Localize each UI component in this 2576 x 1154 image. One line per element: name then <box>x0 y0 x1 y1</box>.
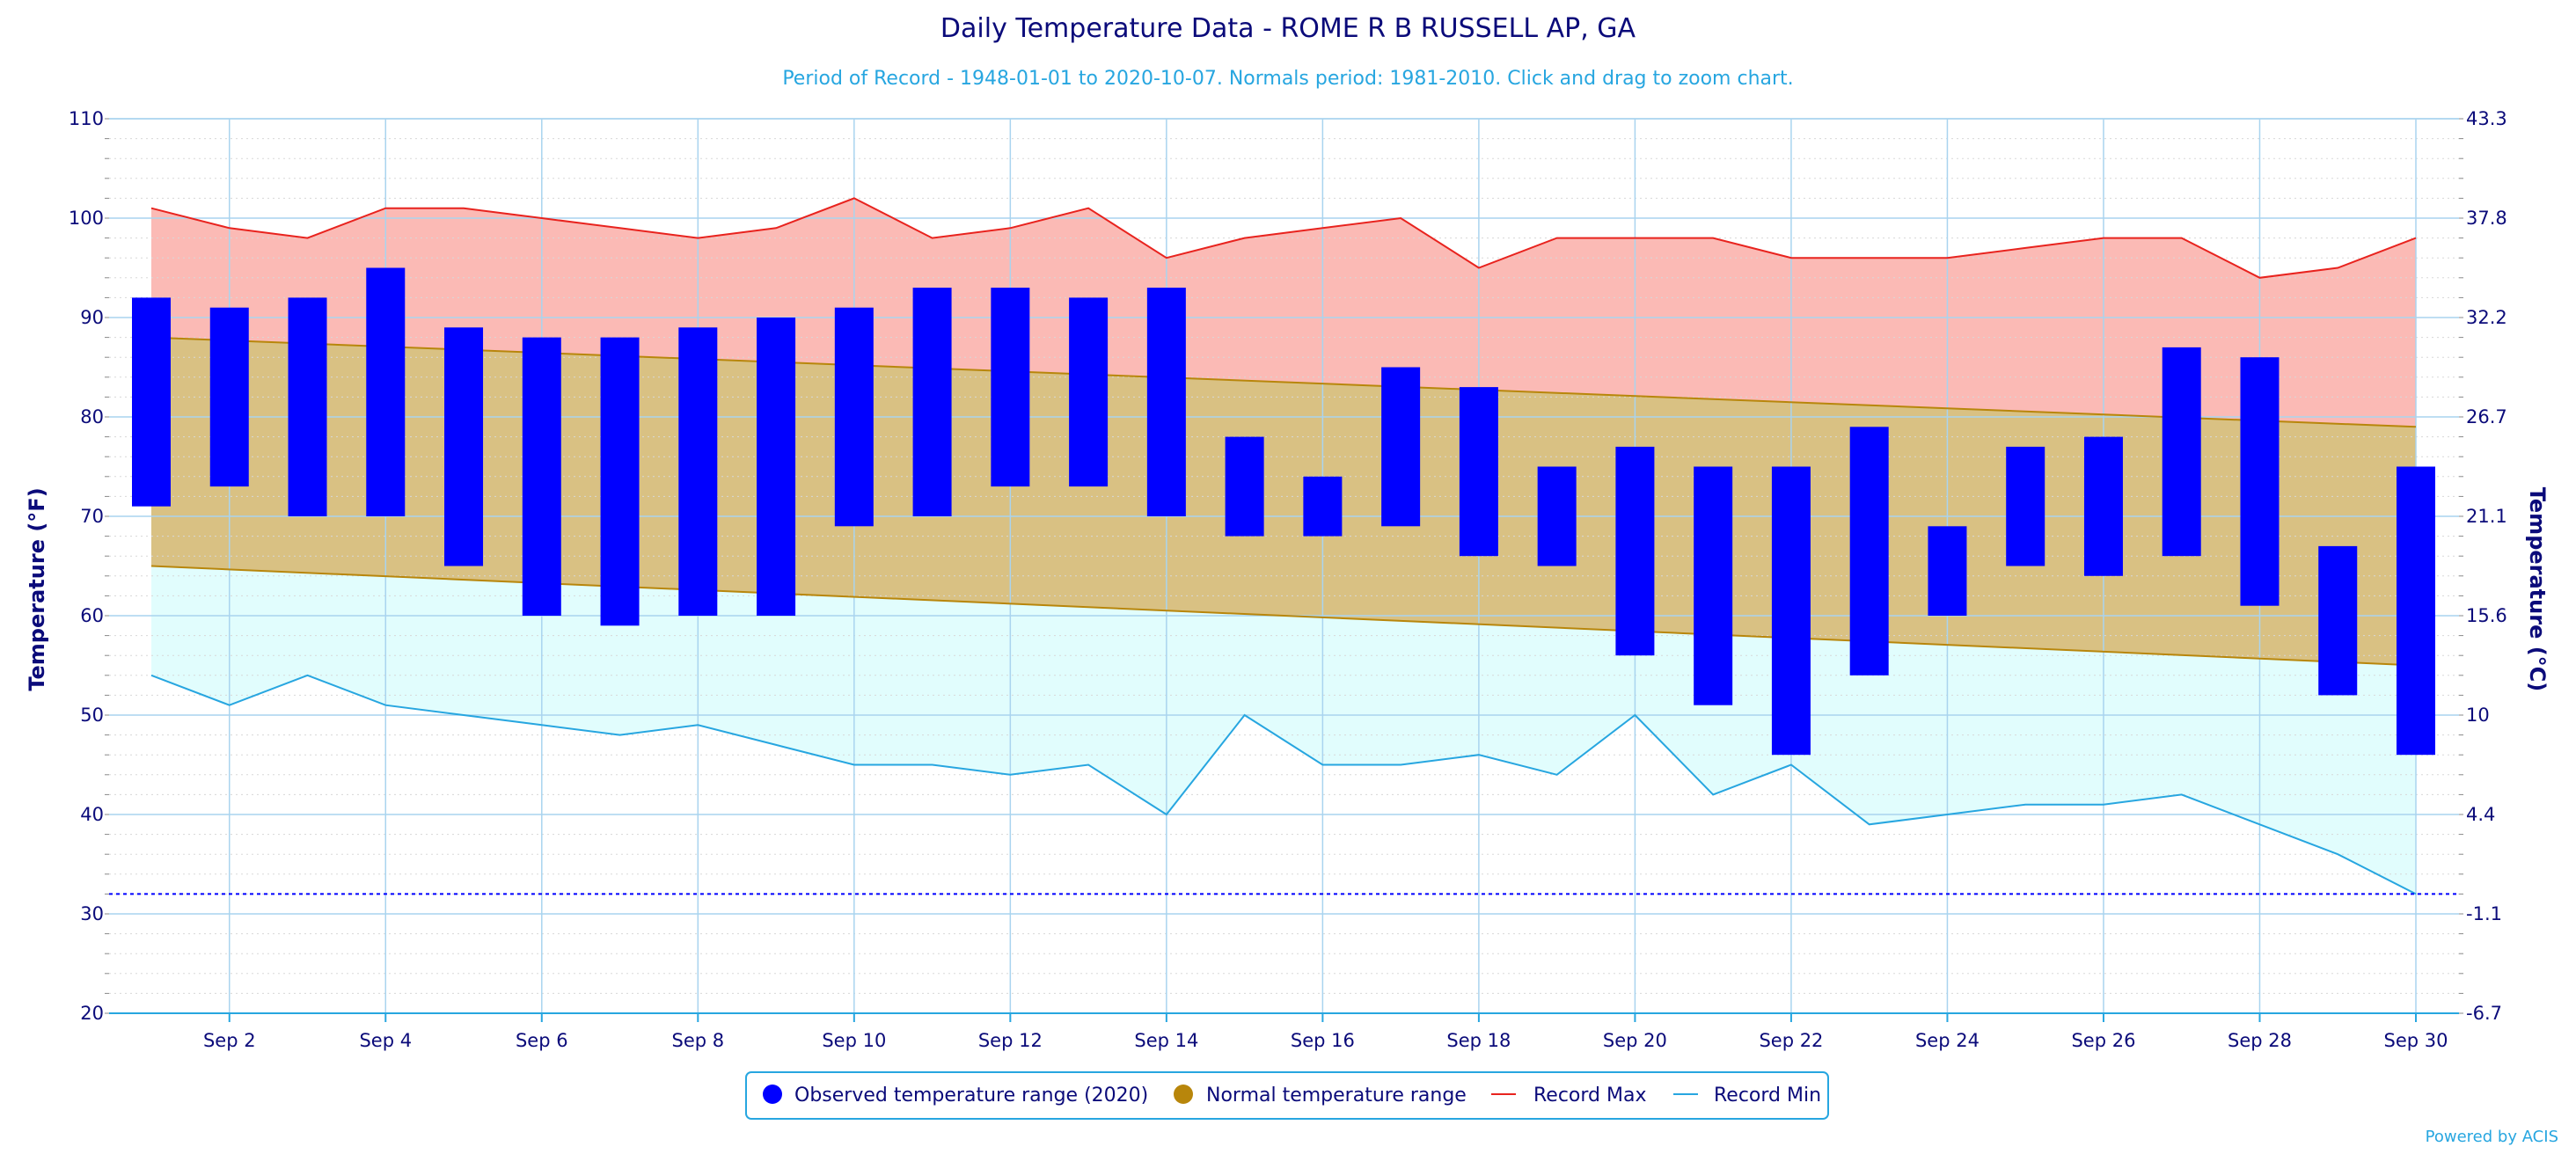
observed-bar[interactable] <box>2240 357 2280 606</box>
observed-bar[interactable] <box>209 307 249 487</box>
record-min-line <box>150 674 2417 895</box>
observed-bar[interactable] <box>2162 347 2201 557</box>
x-tick-label: Sep 22 <box>1759 1030 1823 1051</box>
x-tick-label: Sep 20 <box>1603 1030 1667 1051</box>
observed-bar[interactable] <box>834 307 874 527</box>
observed-bar[interactable] <box>132 297 171 507</box>
y-tick-label-right: 43.3 <box>2466 108 2507 129</box>
legend-label-record-min: Record Min <box>1714 1085 1821 1107</box>
observed-bar[interactable] <box>1537 466 1577 566</box>
y-tick-label-right: 15.6 <box>2466 605 2507 626</box>
y-tick-label: 40 <box>80 804 104 825</box>
x-tick-label: Sep 16 <box>1291 1030 1355 1051</box>
observed-bar[interactable] <box>522 337 561 616</box>
observed-bar[interactable] <box>366 267 406 517</box>
credits-link[interactable]: Powered by ACIS <box>2426 1128 2558 1146</box>
observed-bar[interactable] <box>1459 387 1498 557</box>
y-axis-title-right: Temperature (°C) <box>2525 487 2550 692</box>
x-tick-label: Sep 30 <box>2384 1030 2448 1051</box>
observed-bars[interactable] <box>132 267 2435 756</box>
observed-bar[interactable] <box>1225 436 1264 537</box>
observed-bar[interactable] <box>757 318 796 616</box>
y-tick-label: 80 <box>80 406 104 427</box>
y-tick-label-right: 37.8 <box>2466 208 2507 229</box>
legend-label-record-max: Record Max <box>1533 1085 1647 1107</box>
legend-label-observed: Observed temperature range (2020) <box>794 1085 1148 1107</box>
observed-bar[interactable] <box>2318 545 2358 696</box>
y-tick-label: 100 <box>69 208 104 229</box>
y-tick-label: 110 <box>69 108 104 129</box>
legend-item-record-min[interactable]: Record Min <box>1673 1085 1821 1107</box>
x-tick-label: Sep 18 <box>1446 1030 1511 1051</box>
x-tick-label: Sep 14 <box>1134 1030 1198 1051</box>
range-bands <box>151 198 2416 895</box>
observed-bar[interactable] <box>1928 526 1967 616</box>
legend-item-record-max[interactable]: Record Max <box>1491 1085 1647 1107</box>
observed-bar[interactable] <box>1381 367 1421 527</box>
y-tick-label-right: -6.7 <box>2466 1003 2502 1024</box>
y-tick-label-right: 21.1 <box>2466 506 2507 527</box>
observed-bar[interactable] <box>1069 297 1109 487</box>
observed-bar[interactable] <box>2083 436 2123 576</box>
record-max-band <box>151 198 2416 427</box>
legend-label-normal: Normal temperature range <box>1206 1085 1467 1107</box>
y-tick-label-right: -1.1 <box>2466 903 2502 924</box>
legend-item-normal[interactable]: Normal temperature range <box>1174 1085 1467 1107</box>
y-tick-label: 90 <box>80 307 104 328</box>
legend-item-observed[interactable]: Observed temperature range (2020) <box>763 1085 1148 1107</box>
legend-symbol-observed <box>763 1085 782 1104</box>
chart-title: Daily Temperature Data - ROME R B RUSSEL… <box>940 13 1636 44</box>
y-axis-title-left: Temperature (°F) <box>25 487 49 690</box>
observed-bar[interactable] <box>2397 466 2435 756</box>
y-tick-label: 20 <box>80 1003 104 1024</box>
record-max-line <box>150 197 2417 279</box>
observed-bar[interactable] <box>1146 288 1186 516</box>
y-tick-label-right: 32.2 <box>2466 307 2507 328</box>
observed-bar[interactable] <box>912 288 952 516</box>
observed-bar[interactable] <box>600 337 640 626</box>
grid-lines <box>109 118 2459 1014</box>
observed-bar[interactable] <box>1615 446 1655 656</box>
x-tick-label: Sep 28 <box>2228 1030 2292 1051</box>
observed-bar[interactable] <box>444 327 484 566</box>
y-tick-label-right: 26.7 <box>2466 406 2507 427</box>
y-tick-label-right: 4.4 <box>2466 804 2495 825</box>
x-tick-label: Sep 6 <box>516 1030 568 1051</box>
x-tick-label: Sep 26 <box>2071 1030 2135 1051</box>
x-tick-label: Sep 4 <box>359 1030 412 1051</box>
y-tick-label: 70 <box>80 506 104 527</box>
observed-bar[interactable] <box>991 288 1030 487</box>
legend-symbol-normal <box>1174 1085 1193 1104</box>
legend[interactable]: Observed temperature range (2020) Normal… <box>745 1071 1829 1120</box>
y-tick-label: 60 <box>80 605 104 626</box>
y-tick-label: 30 <box>80 903 104 924</box>
observed-bar[interactable] <box>1303 476 1343 537</box>
observed-bar[interactable] <box>1771 466 1811 756</box>
axes: 20 30 40 50 60 70 80 90 100 110 -6.7 -1.1 4.4 10 15.6 2… <box>69 108 2507 1051</box>
record-min-band <box>151 566 2416 895</box>
normal-band <box>151 337 2416 666</box>
x-tick-label: Sep 10 <box>822 1030 886 1051</box>
observed-bar[interactable] <box>288 297 327 516</box>
observed-bar[interactable] <box>2006 446 2045 566</box>
x-tick-label: Sep 2 <box>203 1030 256 1051</box>
observed-bar[interactable] <box>678 327 718 616</box>
y-tick-label-right: 10 <box>2466 705 2490 726</box>
x-tick-label: Sep 8 <box>671 1030 724 1051</box>
chart-subtitle: Period of Record - 1948-01-01 to 2020-10… <box>782 68 1793 90</box>
observed-bar[interactable] <box>1694 466 1733 705</box>
legend-box <box>745 1071 1829 1120</box>
y-tick-label: 50 <box>80 705 104 726</box>
observed-bar[interactable] <box>1849 427 1889 676</box>
x-tick-label: Sep 12 <box>978 1030 1043 1051</box>
x-tick-label: Sep 24 <box>1915 1030 1980 1051</box>
